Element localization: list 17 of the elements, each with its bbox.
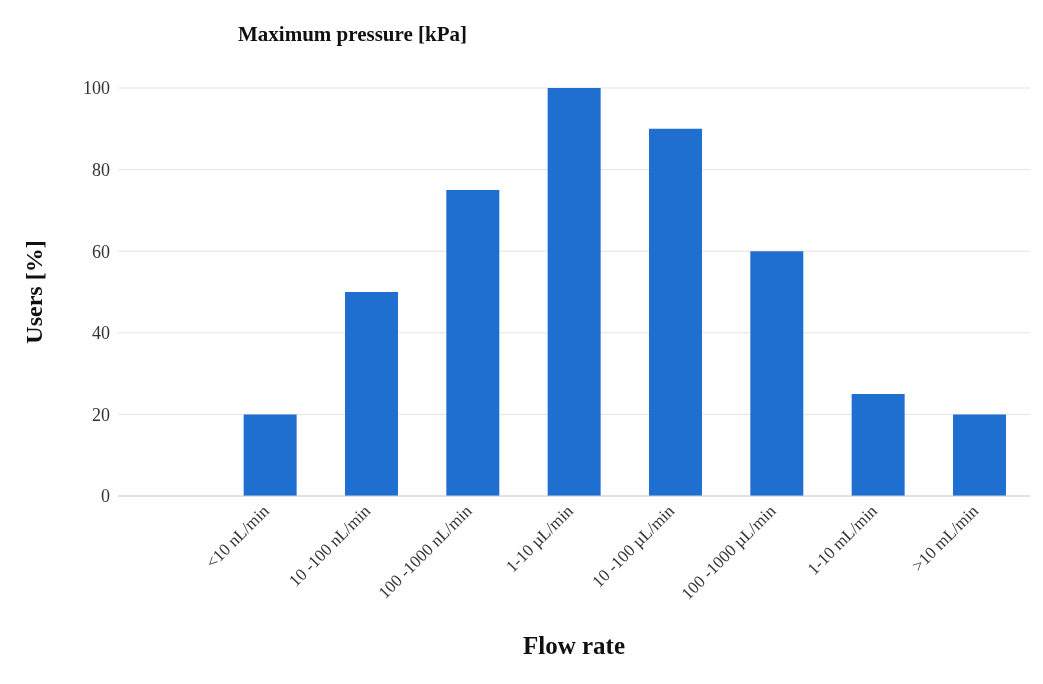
bar (547, 88, 601, 496)
y-tick-label: 0 (101, 486, 110, 507)
bar (851, 394, 905, 496)
y-tick-label: 80 (92, 159, 110, 180)
bar (648, 128, 702, 496)
y-tick-label: 40 (92, 323, 110, 344)
y-tick-label: 20 (92, 404, 110, 425)
bar (446, 190, 500, 496)
y-tick-label: 100 (83, 78, 110, 99)
x-axis-title: Flow rate (522, 632, 626, 659)
bar (952, 414, 1006, 496)
bar (344, 292, 398, 496)
bar (243, 414, 297, 496)
bar (750, 251, 804, 496)
y-tick-label: 60 (92, 241, 110, 262)
chart-title: Maximum pressure [kPa] (238, 22, 468, 47)
y-axis-title: Users [%] (20, 240, 47, 344)
